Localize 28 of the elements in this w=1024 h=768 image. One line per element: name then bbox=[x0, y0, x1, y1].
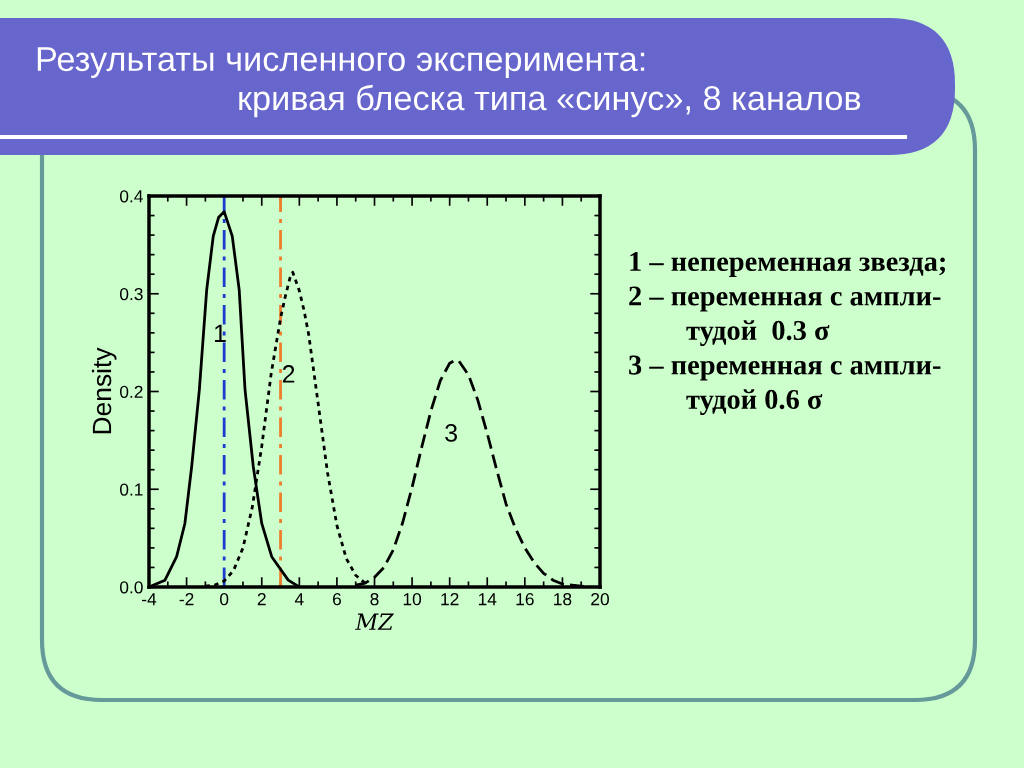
x-tick-label: 20 bbox=[591, 593, 609, 606]
x-tick-label: 12 bbox=[441, 593, 459, 606]
x-tick-label: -2 bbox=[179, 593, 194, 606]
y-tick-label: 0.0 bbox=[119, 581, 143, 594]
x-tick-label: 6 bbox=[332, 593, 341, 606]
x-tick-label: 16 bbox=[516, 593, 534, 606]
y-tick-label: 0.4 bbox=[119, 190, 143, 203]
series-label: 2 bbox=[282, 365, 295, 383]
y-tick-label: 0.3 bbox=[119, 287, 143, 301]
y-axis-title: Density bbox=[91, 347, 117, 434]
series-label: 3 bbox=[445, 424, 457, 442]
series-label: 1 bbox=[214, 324, 226, 342]
x-tick-label: 4 bbox=[294, 593, 304, 606]
chart-title: Результаты численного эксперимента: bbox=[37, 47, 645, 78]
x-tick-label: 18 bbox=[554, 593, 572, 606]
x-axis-title: MZ bbox=[355, 613, 394, 630]
x-tick-label: 10 bbox=[403, 593, 422, 606]
x-tick-label: -4 bbox=[142, 593, 157, 606]
text: 2 – переменная с ампли- тудой 0.3 σ bbox=[629, 286, 941, 346]
x-tick-label: 0 bbox=[220, 593, 229, 606]
x-tick-label: 8 bbox=[370, 593, 379, 606]
x-tick-label: 14 bbox=[478, 593, 497, 606]
text: 3 – переменная с ампли- тудой 0.6 σ bbox=[629, 355, 941, 415]
chart-subtitle: кривая блеска типа «синус», 8 каналов bbox=[239, 84, 861, 118]
x-tick-label: 2 bbox=[257, 593, 266, 606]
text: 1 – непеременная звезда; bbox=[630, 252, 946, 277]
y-tick-label: 0.1 bbox=[119, 483, 143, 496]
y-tick-label: 0.2 bbox=[119, 385, 143, 398]
